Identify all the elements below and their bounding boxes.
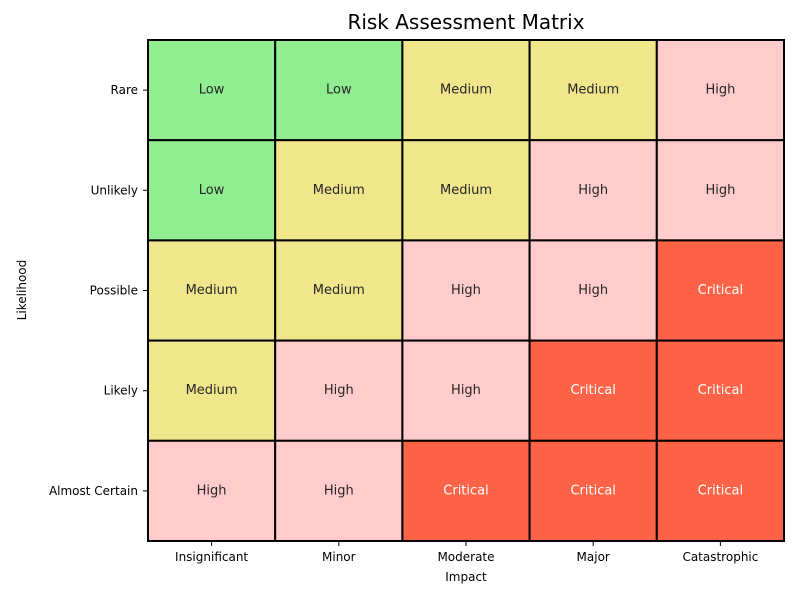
cell-label: High	[705, 83, 735, 98]
cell-label: High	[578, 283, 608, 298]
heatmap-cell	[528, 339, 658, 442]
cell-label: High	[705, 183, 735, 198]
heatmap-cell	[528, 239, 658, 342]
heatmap-cell	[274, 139, 404, 242]
y-tick-label-unlikely: Unlikely	[91, 183, 138, 197]
heatmap-cell	[274, 439, 404, 542]
heatmap-cell	[401, 339, 531, 442]
cell-label: Critical	[570, 483, 615, 498]
heatmap-cell	[655, 139, 785, 242]
y-tick-label-rare: Rare	[111, 83, 138, 97]
cell-label: Medium	[313, 183, 365, 198]
heatmap-cell	[147, 39, 277, 142]
heatmap-cell	[655, 439, 785, 542]
chart-title: Risk Assessment Matrix	[347, 10, 585, 34]
cell-label: Low	[199, 83, 225, 98]
heatmap-cell	[147, 339, 277, 442]
heatmap-cell	[274, 339, 404, 442]
cell-label: Medium	[313, 283, 365, 298]
x-tick-label-moderate: Moderate	[437, 550, 494, 564]
cell-label: Medium	[440, 83, 492, 98]
cell-label: Low	[326, 83, 352, 98]
cell-label: Medium	[567, 83, 619, 98]
y-tick-label-almost-certain: Almost Certain	[49, 484, 138, 498]
cell-label: High	[197, 483, 227, 498]
cell-label: High	[324, 483, 354, 498]
y-tick-label-likely: Likely	[104, 384, 138, 398]
cell-label: Medium	[440, 183, 492, 198]
cell-label: High	[451, 283, 481, 298]
cell-label: Critical	[443, 483, 488, 498]
x-tick-label-insignificant: Insignificant	[175, 550, 248, 564]
heatmap-cell	[528, 439, 658, 542]
cell-label: Critical	[570, 383, 615, 398]
cell-label: High	[578, 183, 608, 198]
y-tick-label-possible: Possible	[90, 284, 138, 298]
x-tick-label-catastrophic: Catastrophic	[682, 550, 758, 564]
cell-label: Critical	[698, 283, 743, 298]
cell-label: High	[324, 383, 354, 398]
cell-label: High	[451, 383, 481, 398]
heatmap-cell	[401, 439, 531, 542]
heatmap-cell	[401, 139, 531, 242]
heatmap-cell	[655, 339, 785, 442]
heatmap-cell	[274, 239, 404, 342]
cell-label: Low	[199, 183, 225, 198]
heatmap-cell	[528, 139, 658, 242]
cell-label: Critical	[698, 483, 743, 498]
heatmap-cell	[655, 239, 785, 342]
x-axis-label: Impact	[445, 570, 487, 584]
cell-label: Medium	[186, 283, 238, 298]
x-tick-label-minor: Minor	[322, 550, 356, 564]
x-tick-label-major: Major	[577, 550, 610, 564]
cell-label: Medium	[186, 383, 238, 398]
cell-label: Critical	[698, 383, 743, 398]
